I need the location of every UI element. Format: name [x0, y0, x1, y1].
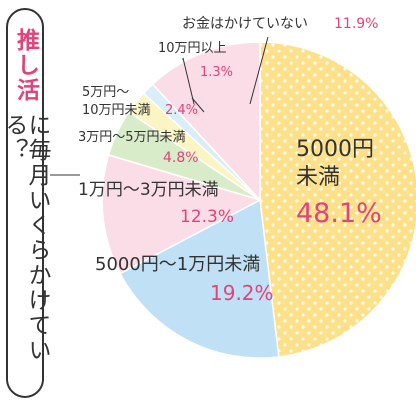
slice-label-5-line-1: 5万円〜: [82, 85, 129, 100]
slice-label-4: 3万円〜5万円未満: [78, 130, 186, 145]
slice-value-5: 2.4%: [165, 103, 198, 118]
slice-label-3: 1万円〜3万円未満: [78, 180, 219, 200]
slice-label-7: お金はかけていない: [182, 16, 308, 32]
leader-line-7: [249, 36, 269, 105]
question-emphasis: 推し活: [12, 28, 39, 103]
slice-label-2: 5000円〜1万円未満: [95, 254, 260, 275]
question-text: に毎月いくらかけている？: [1, 113, 50, 363]
slice-value-6: 1.3%: [200, 65, 233, 80]
question-box: 推し活 に毎月いくらかけている？: [1, 8, 50, 398]
slice-value-2: 19.2%: [210, 281, 274, 305]
pie-slice-7: [151, 41, 261, 202]
slice-value-4: 4.8%: [163, 150, 199, 166]
leader-line-5: [191, 97, 205, 113]
pie-slice-3: [101, 154, 262, 275]
slice-label-6: 10万円以上: [158, 41, 227, 56]
leader-line-6: [182, 57, 195, 105]
pie-slice-2: [119, 198, 280, 359]
slice-value-7: 11.9%: [334, 16, 378, 32]
slice-value-1: 48.1%: [296, 198, 382, 229]
slice-label-1-line-1: 5000円: [296, 137, 374, 162]
slice-label-5-line-2: 10万円未満: [82, 103, 151, 118]
slice-label-1-line-2: 未満: [296, 165, 340, 190]
slice-value-3: 12.3%: [180, 207, 234, 227]
pie-slice-dots: [260, 42, 416, 357]
